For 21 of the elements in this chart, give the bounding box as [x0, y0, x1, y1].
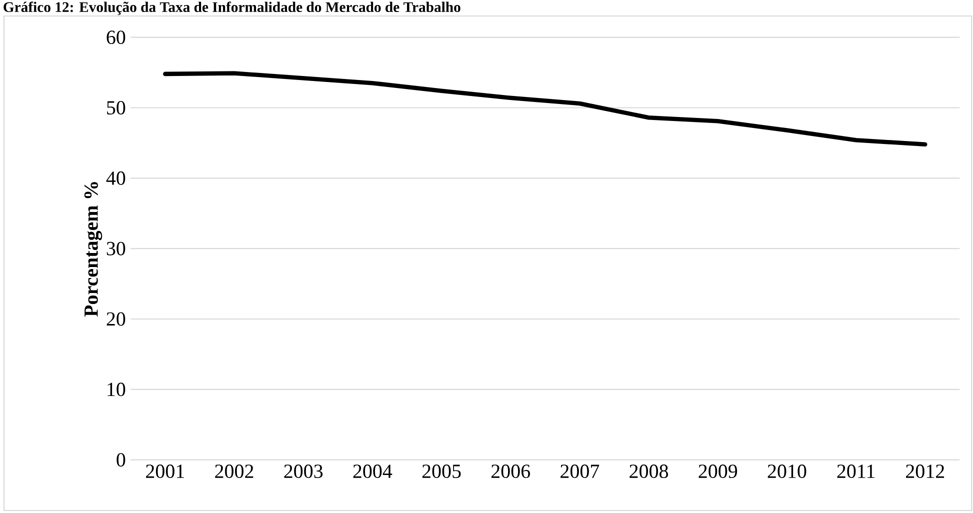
y-tick-label: 50: [107, 100, 126, 114]
x-tick-label: 2001: [146, 464, 184, 478]
chart-title: Gráfico 12: Evolução da Taxa de Informalidade do Mercado de Trabalho: [4, 2, 460, 15]
x-tick-label: 2008: [630, 464, 668, 478]
x-tick-label: 2004: [353, 464, 392, 478]
y-axis-title: Porcentagem %: [84, 182, 102, 317]
x-tick-label: 2005: [422, 464, 461, 478]
y-tick-label: 30: [106, 242, 126, 256]
x-tick-label: 2003: [284, 464, 323, 478]
x-tick-label: 2009: [698, 464, 738, 478]
y-tick-label: 20: [106, 312, 126, 326]
y-tick-label: 10: [108, 382, 126, 396]
x-tick-label: 2010: [768, 464, 806, 478]
x-tick-label: 2002: [215, 464, 254, 478]
y-tick-label: 40: [106, 171, 126, 185]
x-tick-label: 2012: [906, 464, 944, 478]
x-tick-label: 2011: [837, 464, 874, 478]
y-tick-label: 0: [116, 453, 126, 466]
x-tick-label: 2007: [560, 464, 600, 478]
x-tick-label: 2006: [491, 464, 530, 478]
y-tick-label: 60: [106, 30, 126, 44]
